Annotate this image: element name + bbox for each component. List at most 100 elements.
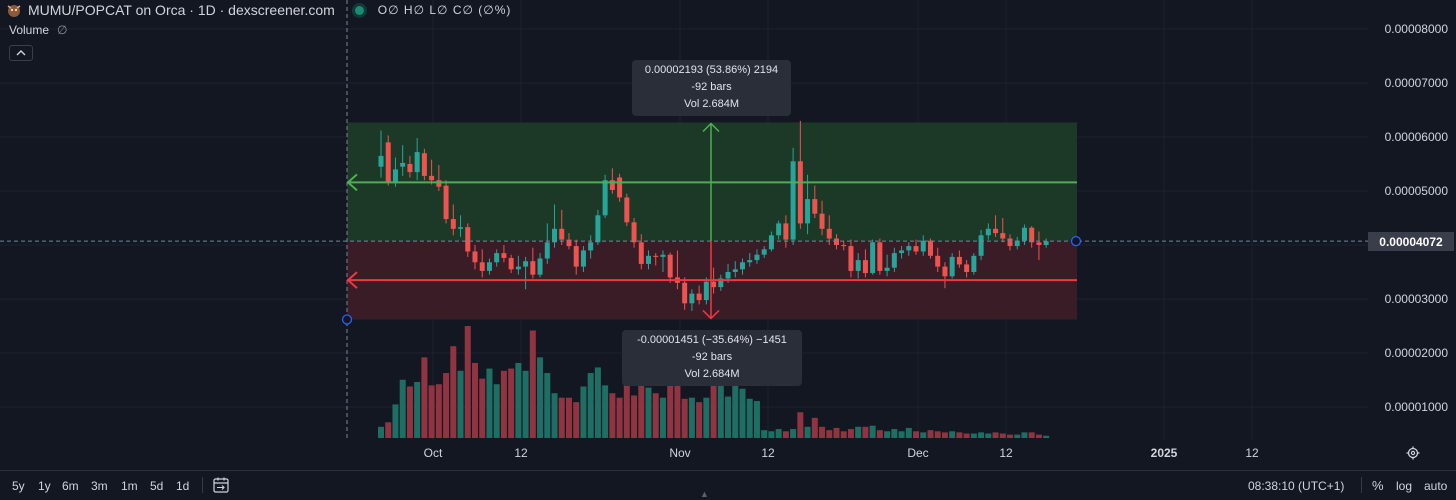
timeframe-1m-button[interactable]: 1m	[121, 479, 138, 493]
measure-up-volume: Vol 2.684M	[683, 98, 740, 110]
candle-body	[508, 257, 514, 270]
ohlc-readout: O∅ H∅ L∅ C∅ (∅%)	[377, 3, 512, 17]
price-axis-label: 0.00008000	[1385, 22, 1449, 36]
log-scale-toggle[interactable]: log	[1396, 479, 1413, 493]
volume-bar	[631, 395, 638, 438]
time-axis-label: 12	[1245, 446, 1259, 460]
auto-scale-toggle[interactable]: auto	[1424, 479, 1448, 493]
volume-bar	[1014, 434, 1021, 438]
volume-bar	[775, 429, 782, 438]
volume-bar	[674, 384, 681, 438]
candle-body	[537, 258, 543, 275]
volume-bar	[876, 430, 883, 438]
candle-body	[797, 161, 803, 224]
price-axis[interactable]: 0.00008000 0.00007000 0.00006000 0.00005000…	[1385, 22, 1449, 414]
candle-body	[689, 293, 695, 304]
timeframe-1d-button[interactable]: 1d	[176, 479, 190, 493]
candle-body	[450, 219, 456, 229]
candle-body	[1029, 227, 1035, 243]
price-axis-label: 0.00002000	[1385, 346, 1449, 360]
clock-label[interactable]: 08:38:10 (UTC+1)	[1248, 479, 1345, 493]
candle-body	[494, 253, 500, 263]
candle-body	[805, 199, 811, 224]
candle-body	[985, 228, 991, 236]
candle-body	[544, 242, 550, 259]
volume-bar	[688, 397, 695, 438]
candle-body	[414, 152, 420, 173]
volume-bar	[905, 427, 912, 438]
volume-bar	[746, 398, 753, 438]
volume-bar	[934, 431, 941, 438]
candle-body	[682, 282, 688, 304]
volume-bar	[471, 362, 478, 438]
collapse-legend-button[interactable]	[9, 45, 33, 61]
candle-body	[559, 228, 565, 240]
volume-bar	[652, 393, 659, 438]
candle-body	[848, 246, 854, 271]
volume-legend[interactable]: Volume ∅	[9, 23, 67, 37]
time-axis[interactable]: Oct 12 Nov 12 Dec 12 2025 12	[424, 446, 1259, 460]
candle-body	[833, 238, 839, 245]
candle-body	[472, 251, 478, 263]
candle-body	[841, 245, 847, 247]
toolbar-divider	[202, 477, 203, 493]
candle-body	[660, 254, 666, 257]
candle-body	[768, 235, 774, 250]
candle-body	[595, 215, 601, 243]
candle-body	[1007, 238, 1013, 247]
candle-body	[436, 180, 442, 187]
candle-body	[964, 264, 970, 272]
arrow-up-icon	[702, 122, 720, 133]
price-axis-label: 0.00003000	[1385, 292, 1449, 306]
candle-body	[501, 253, 507, 258]
percent-scale-toggle[interactable]: %	[1372, 478, 1384, 493]
volume-bar	[638, 375, 645, 438]
anchor-handle	[1070, 235, 1082, 247]
candle-body	[978, 235, 984, 256]
volume-bar	[399, 379, 406, 438]
scroll-up-icon[interactable]: ▲	[700, 489, 709, 499]
candle-body	[783, 223, 789, 240]
volume-bar	[508, 368, 515, 438]
candle-body	[667, 254, 673, 278]
candle-body	[949, 256, 955, 277]
candle-body	[631, 222, 637, 243]
candle-body	[566, 239, 572, 247]
timeframe-6m-button[interactable]: 6m	[62, 479, 79, 493]
candle-body	[378, 155, 384, 167]
volume-bar	[956, 432, 963, 438]
calendar-range-icon[interactable]	[212, 476, 230, 494]
volume-bar	[414, 382, 421, 438]
candle-body	[711, 281, 717, 288]
measure-tooltip-down: -0.00001451 (−35.64%) −1451 -92 bars Vol…	[622, 330, 802, 386]
gear-icon[interactable]	[1406, 446, 1420, 460]
volume-bar	[797, 412, 804, 438]
timeframe-5d-button[interactable]: 5d	[150, 479, 164, 493]
volume-bar	[884, 431, 891, 438]
timeframe-3m-button[interactable]: 3m	[91, 479, 108, 493]
volume-bar	[862, 426, 869, 438]
volume-bar	[696, 402, 703, 438]
volume-bar	[869, 425, 876, 438]
candle-body	[906, 246, 912, 251]
time-axis-label: 12	[514, 446, 528, 460]
volume-bar	[587, 373, 594, 438]
price-axis-label: 0.00005000	[1385, 184, 1449, 198]
candle-body	[479, 262, 485, 271]
volume-bar	[920, 432, 927, 438]
volume-bar	[573, 402, 580, 438]
timeframe-5y-button[interactable]: 5y	[12, 479, 25, 493]
candle-body	[609, 180, 615, 190]
candle-body	[725, 272, 731, 279]
candle-body	[638, 242, 644, 264]
volume-bar	[840, 431, 847, 438]
volume-bar	[819, 426, 826, 438]
price-chart[interactable]: 0.00008000 0.00007000 0.00006000 0.00005000…	[0, 0, 1456, 470]
price-axis-label: 0.00001000	[1385, 400, 1449, 414]
status-dot-icon	[354, 5, 364, 15]
measure-tool[interactable]	[0, 0, 1368, 440]
candle-body	[718, 278, 724, 288]
candle-body	[515, 266, 521, 270]
candle-body	[920, 240, 926, 252]
timeframe-1y-button[interactable]: 1y	[38, 479, 51, 493]
